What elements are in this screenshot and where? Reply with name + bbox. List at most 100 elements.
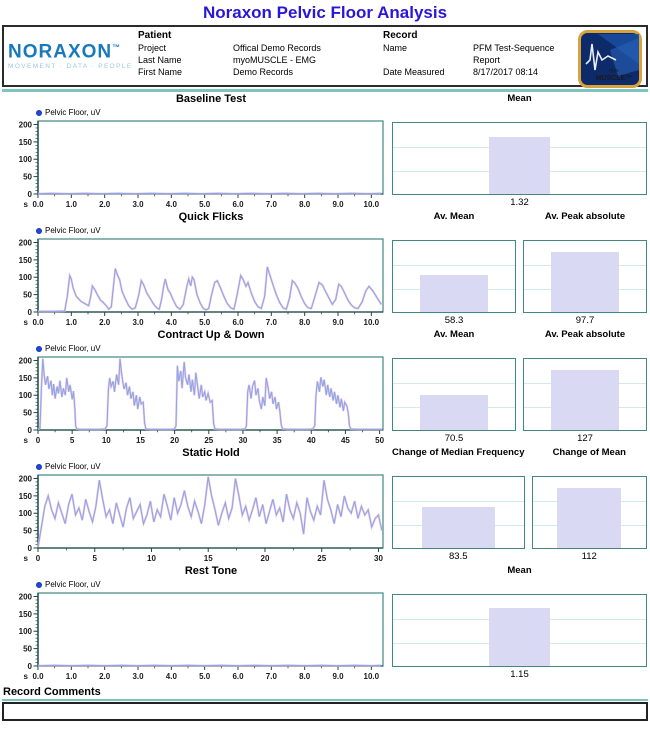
svg-text:150: 150	[19, 256, 33, 265]
svg-text:25: 25	[204, 436, 213, 445]
svg-text:2.0: 2.0	[99, 672, 111, 681]
bar-value: 70.5	[444, 433, 464, 444]
svg-text:9.0: 9.0	[332, 318, 344, 327]
chart-legend: Pelvic Floor, uV	[36, 343, 390, 354]
line-chart-block: Static Hold Pelvic Floor, uV 0 50 100 150 200 0…	[2, 447, 390, 565]
svg-text:50: 50	[23, 527, 32, 536]
emg-line-chart: 0 50 100 150 200 0.0 1.0 2.0 3.0 4.0 5.0 6.0 7.0 8.0 9…	[19, 120, 384, 209]
report-row-baseline-test: Baseline Test Pelvic Floor, uV 0 50 100 150 20…	[2, 93, 650, 211]
record-comments-input[interactable]	[2, 702, 648, 721]
svg-text:35: 35	[273, 436, 282, 445]
legend-dot-icon	[36, 345, 42, 352]
patient-info: Patient Project Offical Demo Records Las…	[138, 30, 383, 78]
bar-value: 1.32	[510, 197, 529, 208]
legend-label: Pelvic Floor, uV	[45, 108, 101, 117]
svg-text:s: s	[24, 318, 29, 327]
svg-text:6.0: 6.0	[232, 318, 244, 327]
report-row-quick-flicks: Quick Flicks Pelvic Floor, uV 0 50 100 150 200…	[2, 211, 650, 329]
svg-text:20: 20	[170, 436, 179, 445]
svg-text:50: 50	[23, 409, 32, 418]
patient-field-row: Project Offical Demo Records	[138, 42, 383, 54]
record-heading: Record	[383, 30, 418, 41]
svg-text:6.0: 6.0	[232, 200, 244, 209]
svg-text:0: 0	[28, 308, 33, 317]
line-chart-block: Rest Tone Pelvic Floor, uV 0 50 100 150 200 0.0…	[2, 565, 390, 683]
legend-dot-icon	[36, 227, 42, 234]
svg-text:0: 0	[28, 544, 33, 553]
chart-title: Quick Flicks	[178, 211, 244, 223]
header-separator	[2, 89, 648, 92]
report-row-contract-up-down: Contract Up & Down Pelvic Floor, uV 0 50 100…	[2, 329, 650, 447]
svg-text:5: 5	[93, 554, 98, 563]
report-rows: Baseline Test Pelvic Floor, uV 0 50 100 150 20…	[0, 92, 650, 683]
patient-field-row: First Name Demo Records	[138, 66, 383, 78]
bar-charts-block: Mean 1.15	[390, 565, 650, 683]
chart-legend: Pelvic Floor, uV	[36, 107, 390, 118]
field-value: PFM Test-Sequence Report	[473, 43, 555, 65]
gridline	[393, 383, 515, 385]
svg-text:1.0: 1.0	[66, 200, 78, 209]
svg-text:200: 200	[19, 356, 33, 365]
svg-text:4.0: 4.0	[166, 200, 178, 209]
bar-chart-title: Change of Mean	[552, 447, 626, 458]
field-value: myoMUSCLE - EMG	[233, 55, 317, 65]
bar-chart-title: Av. Peak absolute	[544, 211, 626, 222]
bar	[419, 394, 489, 430]
svg-text:0: 0	[28, 426, 33, 435]
report-header: NORAXON™ MOVEMENT · DATA · PEOPLE Patien…	[2, 25, 648, 88]
svg-text:0.0: 0.0	[32, 672, 44, 681]
svg-text:100: 100	[19, 627, 33, 636]
bar-chart-panel	[392, 358, 516, 431]
legend-label: Pelvic Floor, uV	[45, 344, 101, 353]
field-label: Date Measured	[383, 67, 445, 77]
chart-title: Rest Tone	[184, 565, 238, 577]
badge-line2: MUSCLE™	[596, 75, 633, 82]
bar-charts-block: Mean 1.32	[390, 93, 650, 211]
bar-charts-block: Av. Mean 58.3 Av. Peak absolute 97.7	[390, 211, 650, 329]
emg-line-chart: 0 50 100 150 200 0 5 10 15 20 25 30 s	[19, 474, 384, 563]
bar-chart-panel	[392, 240, 516, 313]
chart-legend: Pelvic Floor, uV	[36, 461, 390, 472]
svg-text:3.0: 3.0	[132, 318, 144, 327]
gridline	[393, 501, 524, 503]
field-value: 8/17/2017 08:14	[473, 67, 539, 77]
logo-tagline: MOVEMENT · DATA · PEOPLE	[8, 63, 133, 71]
bar-chart: Av. Peak absolute 97.7	[523, 211, 647, 329]
field-value: Offical Demo Records	[233, 43, 321, 53]
svg-text:s: s	[24, 200, 29, 209]
record-info: Record Name PFM Test-Sequence Report Dat…	[383, 30, 578, 78]
badge-line1: myo	[609, 68, 619, 74]
svg-text:9.0: 9.0	[332, 200, 344, 209]
svg-text:30: 30	[374, 554, 383, 563]
patient-field-row: Last Name myoMUSCLE - EMG	[138, 54, 383, 66]
bar-value: 97.7	[575, 315, 595, 326]
svg-text:100: 100	[19, 155, 33, 164]
bar-chart: Change of Mean 112	[531, 447, 647, 565]
record-field-row: Date Measured 8/17/2017 08:14	[383, 66, 578, 78]
gridline	[393, 265, 515, 267]
svg-text:0: 0	[36, 554, 41, 563]
bar	[421, 506, 495, 548]
svg-text:5.0: 5.0	[199, 318, 211, 327]
bar	[489, 607, 550, 666]
bar-chart-panel	[523, 358, 647, 431]
svg-text:4.0: 4.0	[166, 672, 178, 681]
svg-text:7.0: 7.0	[266, 672, 278, 681]
svg-text:5.0: 5.0	[199, 200, 211, 209]
svg-text:100: 100	[19, 509, 33, 518]
bar-value: 58.3	[444, 315, 464, 326]
svg-text:150: 150	[19, 374, 33, 383]
svg-text:0: 0	[28, 662, 33, 671]
svg-text:2.0: 2.0	[99, 318, 111, 327]
bar-chart: Mean 1.32	[392, 93, 647, 211]
svg-text:50: 50	[23, 291, 32, 300]
record-comments-section: Record Comments	[2, 686, 648, 721]
field-label: Project	[138, 43, 167, 53]
bar-chart-panel	[392, 122, 647, 195]
svg-text:200: 200	[19, 474, 33, 483]
bar-value: 127	[577, 433, 593, 444]
myomuscle-badge-icon: myo MUSCLE™	[578, 30, 642, 88]
svg-text:5.0: 5.0	[199, 672, 211, 681]
bar-chart: Change of Median Frequency 83.5	[392, 447, 525, 565]
bar-value: 83.5	[449, 551, 468, 562]
